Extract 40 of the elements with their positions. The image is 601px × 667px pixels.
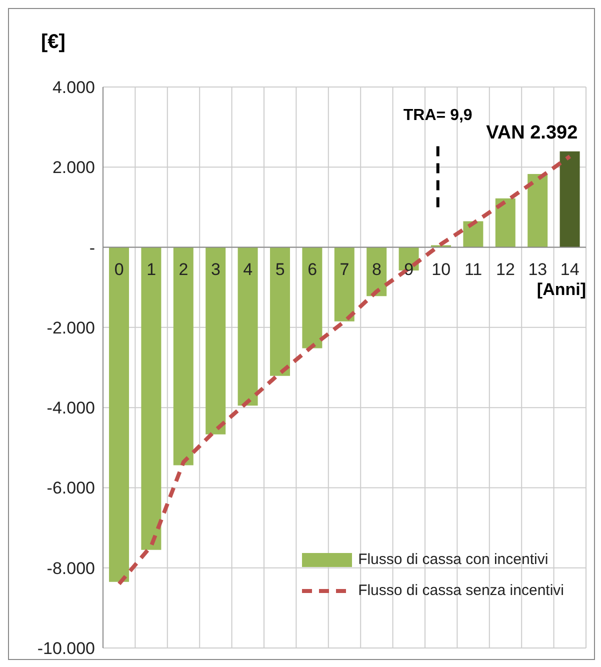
- x-tick-label: 14: [560, 260, 580, 280]
- y-tick-label: -10.000: [37, 639, 95, 658]
- bar: [302, 247, 322, 348]
- y-tick-label: -6.000: [46, 478, 95, 498]
- x-tick-label: 7: [340, 260, 350, 280]
- bar: [463, 221, 484, 248]
- bar: [173, 247, 194, 466]
- x-tick-label: 10: [432, 260, 451, 280]
- x-tick-label: 2: [178, 260, 188, 280]
- ref-line-label: TRA= 9,9: [403, 107, 472, 124]
- y-tick-label: 2.000: [52, 158, 95, 178]
- x-tick-label: 5: [275, 260, 285, 280]
- x-tick-label: 8: [372, 260, 382, 280]
- bar: [141, 247, 162, 550]
- bar: [560, 151, 580, 248]
- x-tick-label: 1: [146, 260, 156, 280]
- y-tick-label: -2.000: [46, 318, 95, 338]
- y-tick-label: -: [89, 238, 95, 258]
- y-tick-label: 4.000: [52, 78, 95, 98]
- bar: [270, 247, 290, 376]
- legend-label: Flusso di cassa con incentivi: [358, 551, 548, 568]
- bar: [206, 247, 226, 434]
- x-axis-title: [Anni]: [536, 280, 586, 300]
- x-tick-label: 13: [528, 260, 548, 280]
- x-tick-label: 11: [464, 260, 482, 280]
- y-axis-title: [€]: [41, 31, 66, 54]
- bar: [334, 247, 354, 322]
- bar: [495, 198, 516, 248]
- bar: [528, 174, 548, 248]
- annotation: VAN 2.392: [486, 122, 578, 144]
- x-tick-label: 3: [210, 260, 220, 280]
- y-tick-label: -8.000: [46, 558, 95, 578]
- x-tick-label: 4: [243, 260, 253, 280]
- bar: [109, 247, 129, 582]
- y-tick-label: -4.000: [46, 398, 95, 418]
- bar: [238, 247, 258, 406]
- x-tick-label: 6: [308, 260, 318, 280]
- x-tick-label: 0: [114, 260, 124, 280]
- x-tick-label: 12: [496, 260, 515, 280]
- legend-label: Flusso di cassa senza incentivi: [358, 582, 564, 599]
